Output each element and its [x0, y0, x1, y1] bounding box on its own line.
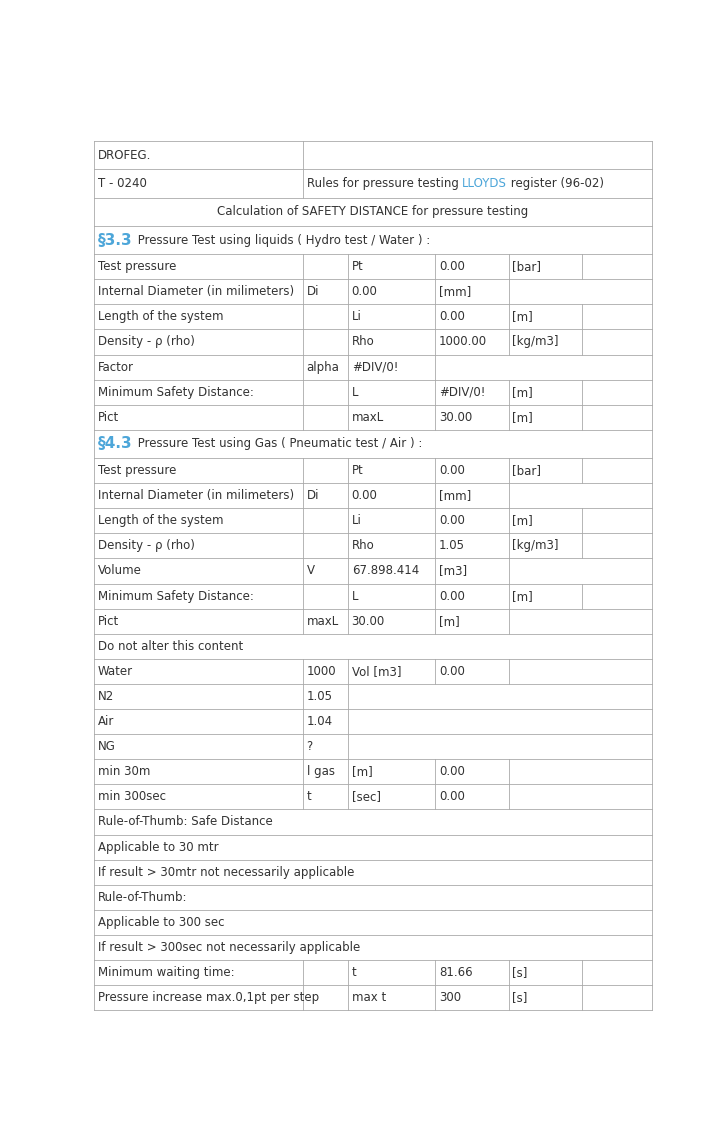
Text: alpha: alpha: [306, 360, 339, 374]
Text: V: V: [306, 564, 314, 578]
Text: Water: Water: [98, 665, 133, 678]
Text: 0.00: 0.00: [439, 464, 465, 478]
Text: 300: 300: [439, 991, 462, 1004]
Text: L: L: [352, 589, 358, 603]
Text: Length of the system: Length of the system: [98, 310, 223, 324]
Text: 81.66: 81.66: [439, 966, 472, 979]
Text: Pressure increase max.0,1pt per step: Pressure increase max.0,1pt per step: [98, 991, 319, 1004]
Text: §4.3: §4.3: [98, 437, 132, 451]
Text: min 30m: min 30m: [98, 765, 150, 779]
Text: [s]: [s]: [513, 991, 528, 1004]
Text: Pict: Pict: [98, 410, 119, 424]
Text: 0.00: 0.00: [439, 260, 465, 274]
Text: [mm]: [mm]: [439, 489, 471, 503]
Text: 0.00: 0.00: [439, 310, 465, 324]
Text: Length of the system: Length of the system: [98, 514, 223, 528]
Text: [bar]: [bar]: [513, 260, 542, 274]
Text: Minimum Safety Distance:: Minimum Safety Distance:: [98, 385, 253, 399]
Text: Di: Di: [306, 285, 319, 299]
Text: LLOYDS: LLOYDS: [462, 177, 507, 190]
Text: 0.00: 0.00: [439, 514, 465, 528]
Text: Rule-of-Thumb:: Rule-of-Thumb:: [98, 890, 187, 904]
Text: [kg/m3]: [kg/m3]: [513, 335, 559, 349]
Text: [m]: [m]: [439, 614, 460, 628]
Text: Minimum waiting time:: Minimum waiting time:: [98, 966, 234, 979]
Text: maxL: maxL: [352, 410, 384, 424]
Text: DROFEG.: DROFEG.: [98, 149, 151, 162]
Text: Density - ρ (rho): Density - ρ (rho): [98, 335, 194, 349]
Text: Vol [m3]: Vol [m3]: [352, 665, 401, 678]
Text: 1.05: 1.05: [439, 539, 465, 553]
Text: 0.00: 0.00: [352, 285, 378, 299]
Text: N2: N2: [98, 690, 114, 703]
Text: Factor: Factor: [98, 360, 134, 374]
Text: maxL: maxL: [306, 614, 339, 628]
Text: #DIV/0!: #DIV/0!: [352, 360, 398, 374]
Text: Test pressure: Test pressure: [98, 260, 176, 274]
Text: [m]: [m]: [513, 310, 533, 324]
Text: [m]: [m]: [352, 765, 373, 779]
Text: [m]: [m]: [513, 410, 533, 424]
Text: 1000.00: 1000.00: [439, 335, 487, 349]
Text: Rho: Rho: [352, 539, 374, 553]
Text: [m3]: [m3]: [439, 564, 467, 578]
Text: Calculation of SAFETY DISTANCE for pressure testing: Calculation of SAFETY DISTANCE for press…: [218, 205, 529, 218]
Text: Applicable to 30 mtr: Applicable to 30 mtr: [98, 840, 218, 854]
Text: 1.04: 1.04: [306, 715, 333, 728]
Text: [sec]: [sec]: [352, 790, 381, 804]
Text: Pt: Pt: [352, 260, 363, 274]
Text: 0.00: 0.00: [439, 790, 465, 804]
Text: Internal Diameter (in milimeters): Internal Diameter (in milimeters): [98, 489, 294, 503]
Text: Density - ρ (rho): Density - ρ (rho): [98, 539, 194, 553]
Text: Rule-of-Thumb: Safe Distance: Rule-of-Thumb: Safe Distance: [98, 815, 272, 829]
Text: [m]: [m]: [513, 514, 533, 528]
Text: Pressure Test using liquids ( Hydro test / Water ) :: Pressure Test using liquids ( Hydro test…: [134, 234, 430, 246]
Text: Applicable to 300 sec: Applicable to 300 sec: [98, 915, 224, 929]
Text: Pict: Pict: [98, 614, 119, 628]
Text: [m]: [m]: [513, 385, 533, 399]
Text: 0.00: 0.00: [439, 589, 465, 603]
Text: If result > 300sec not necessarily applicable: If result > 300sec not necessarily appli…: [98, 940, 360, 954]
Text: Pt: Pt: [352, 464, 363, 478]
Text: Li: Li: [352, 514, 362, 528]
Text: register (96-02): register (96-02): [507, 177, 604, 190]
Text: Li: Li: [352, 310, 362, 324]
Text: Minimum Safety Distance:: Minimum Safety Distance:: [98, 589, 253, 603]
Text: L: L: [352, 385, 358, 399]
Text: 67.898.414: 67.898.414: [352, 564, 419, 578]
Text: [bar]: [bar]: [513, 464, 542, 478]
Text: 30.00: 30.00: [352, 614, 385, 628]
Text: Rules for pressure testing: Rules for pressure testing: [306, 177, 462, 190]
Text: min 300sec: min 300sec: [98, 790, 166, 804]
Text: T - 0240: T - 0240: [98, 177, 146, 190]
Text: Do not alter this content: Do not alter this content: [98, 640, 243, 653]
Text: #DIV/0!: #DIV/0!: [439, 385, 486, 399]
Text: Air: Air: [98, 715, 114, 728]
Text: Di: Di: [306, 489, 319, 503]
Text: 1000: 1000: [306, 665, 336, 678]
Text: 30.00: 30.00: [439, 410, 472, 424]
Text: t: t: [306, 790, 312, 804]
Text: Pressure Test using Gas ( Pneumatic test / Air ) :: Pressure Test using Gas ( Pneumatic test…: [134, 438, 422, 450]
Text: 1.05: 1.05: [306, 690, 333, 703]
Text: Test pressure: Test pressure: [98, 464, 176, 478]
Text: 0.00: 0.00: [439, 665, 465, 678]
Text: If result > 30mtr not necessarily applicable: If result > 30mtr not necessarily applic…: [98, 865, 354, 879]
Text: max t: max t: [352, 991, 386, 1004]
Text: 0.00: 0.00: [352, 489, 378, 503]
Text: ?: ?: [306, 740, 313, 754]
Text: Volume: Volume: [98, 564, 142, 578]
Text: [kg/m3]: [kg/m3]: [513, 539, 559, 553]
Text: t: t: [352, 966, 357, 979]
Text: NG: NG: [98, 740, 116, 754]
Text: [s]: [s]: [513, 966, 528, 979]
Text: [mm]: [mm]: [439, 285, 471, 299]
Text: [m]: [m]: [513, 589, 533, 603]
Text: §3.3: §3.3: [98, 233, 132, 247]
Text: l gas: l gas: [306, 765, 335, 779]
Text: 0.00: 0.00: [439, 765, 465, 779]
Text: Internal Diameter (in milimeters): Internal Diameter (in milimeters): [98, 285, 294, 299]
Text: Rho: Rho: [352, 335, 374, 349]
